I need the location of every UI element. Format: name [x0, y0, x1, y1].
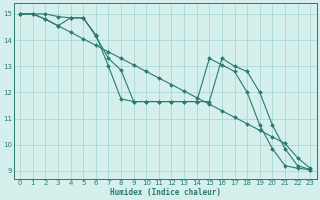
X-axis label: Humidex (Indice chaleur): Humidex (Indice chaleur): [110, 188, 221, 197]
